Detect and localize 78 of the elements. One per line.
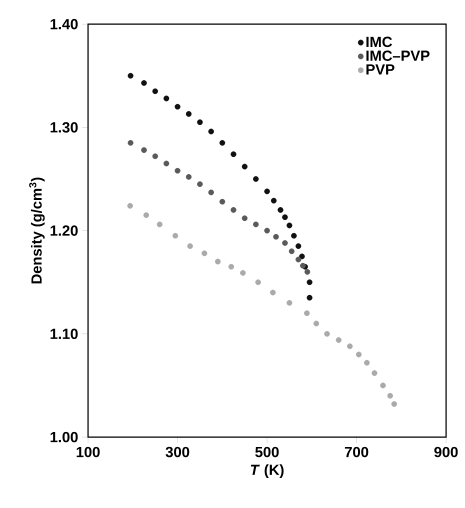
point — [230, 151, 236, 158]
point — [270, 198, 277, 204]
point — [141, 147, 147, 153]
point — [306, 294, 312, 301]
point — [288, 248, 295, 254]
point — [286, 222, 292, 228]
point — [242, 215, 248, 222]
y-tick-label: 1.40 — [50, 18, 78, 30]
point — [282, 240, 288, 246]
point — [174, 168, 180, 174]
point — [336, 337, 342, 343]
point — [214, 258, 221, 264]
point — [270, 290, 276, 296]
point — [164, 96, 170, 102]
point — [255, 279, 261, 286]
point — [273, 234, 279, 240]
point — [304, 310, 310, 316]
point — [202, 250, 208, 256]
point — [128, 140, 134, 146]
point — [152, 88, 158, 94]
point — [128, 72, 134, 79]
point — [324, 330, 330, 337]
point — [380, 382, 386, 388]
point — [364, 360, 370, 366]
point — [156, 222, 163, 228]
y-tick-label: 1.30 — [50, 122, 78, 133]
point — [197, 181, 203, 188]
y-axis-title: Density (g/cm$^{3}$) — [29, 178, 45, 284]
point — [264, 188, 270, 194]
y-tick-label: 1.10 — [50, 328, 78, 340]
point — [296, 243, 302, 249]
point — [172, 232, 178, 239]
point — [286, 300, 292, 306]
point — [186, 174, 192, 180]
point — [372, 370, 378, 376]
point — [143, 212, 150, 218]
point — [186, 111, 192, 117]
point — [282, 214, 288, 220]
point — [253, 176, 259, 182]
point — [197, 119, 203, 126]
point — [299, 254, 305, 260]
point — [152, 153, 158, 160]
point — [291, 232, 297, 239]
point — [164, 160, 170, 166]
point — [356, 352, 362, 358]
point — [228, 264, 234, 270]
legend-label: IMC — [366, 36, 392, 48]
x-tick-label: 700 — [344, 446, 368, 458]
point — [219, 140, 226, 146]
point — [306, 279, 312, 286]
x-axis-title: T (K) — [250, 464, 284, 478]
point — [278, 207, 284, 213]
point — [313, 320, 320, 326]
point — [240, 270, 246, 276]
x-tick-label: 500 — [255, 446, 279, 458]
point — [347, 343, 353, 350]
point — [253, 222, 259, 228]
point — [242, 164, 248, 170]
point — [391, 401, 398, 407]
point — [219, 198, 226, 205]
y-tick-label: 1.20 — [50, 225, 78, 236]
y-tick-label: 1.00 — [50, 432, 78, 442]
legend-label: PVP — [366, 64, 394, 74]
legend-label: IMC–PVP — [366, 50, 430, 61]
point — [296, 256, 302, 262]
point — [208, 128, 214, 134]
point — [141, 80, 147, 86]
point — [304, 269, 310, 275]
x-tick-label: 100 — [76, 446, 100, 458]
point — [174, 104, 180, 110]
x-tick-label: 900 — [434, 446, 458, 458]
point — [264, 228, 270, 234]
x-tick-label: 300 — [166, 446, 190, 458]
point — [127, 202, 133, 209]
point — [187, 243, 193, 249]
point — [208, 190, 214, 196]
point — [387, 392, 394, 399]
point — [230, 207, 236, 213]
